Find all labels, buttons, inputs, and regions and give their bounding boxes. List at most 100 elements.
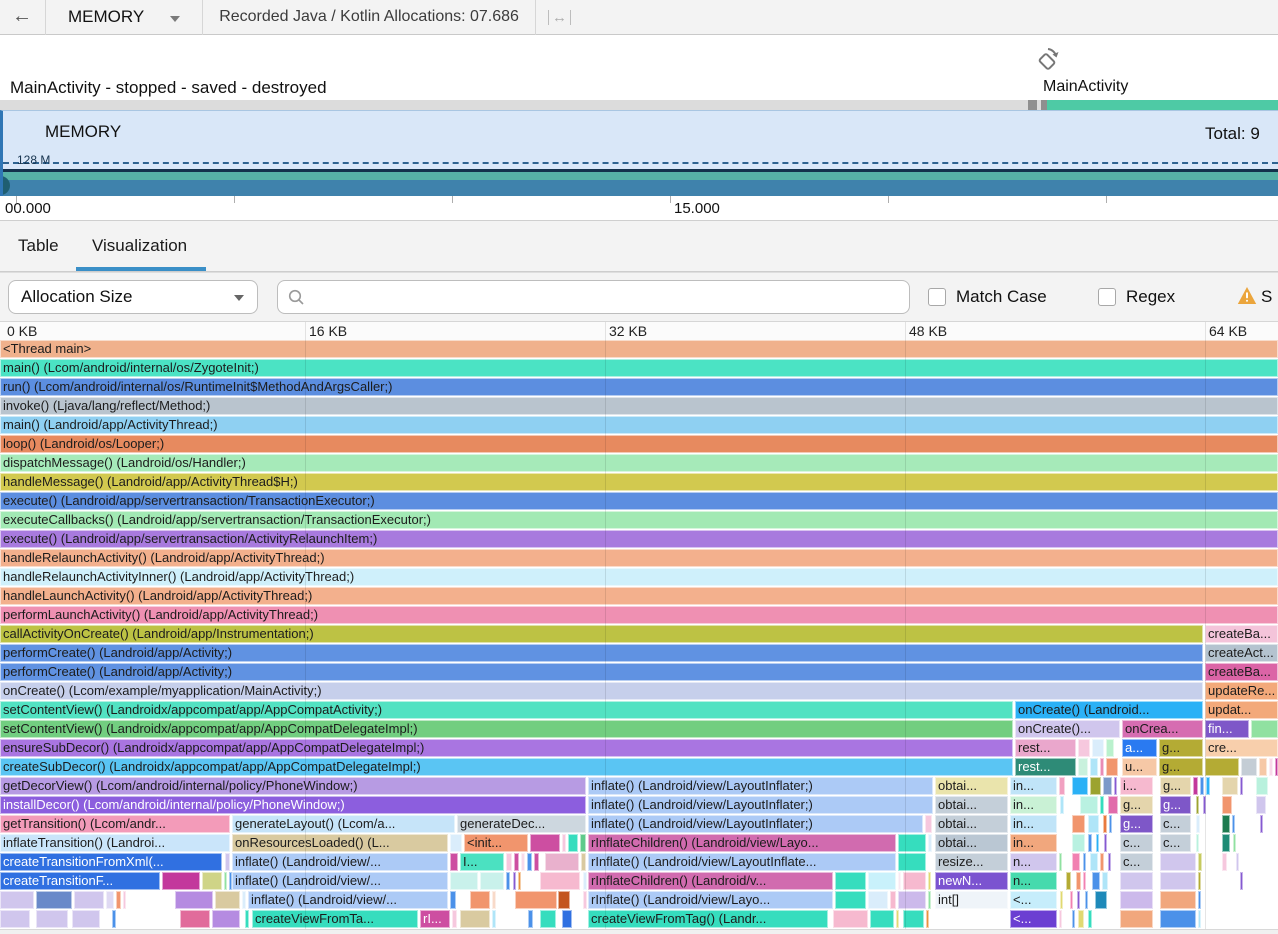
flame-segment[interactable] (1260, 815, 1263, 833)
flame-segment[interactable]: fin... (1205, 720, 1249, 738)
flame-segment[interactable]: updateRe... (1205, 682, 1278, 700)
flame-segment[interactable] (1059, 853, 1062, 871)
flame-segment[interactable] (1072, 777, 1088, 795)
flame-segment[interactable] (1198, 910, 1201, 928)
flame-segment[interactable] (1083, 853, 1086, 871)
flame-segment[interactable] (1072, 853, 1080, 871)
flame-segment[interactable]: performLaunchActivity() (Landroid/app/Ac… (0, 606, 1278, 624)
flame-segment[interactable]: rest... (1015, 758, 1076, 776)
flame-segment[interactable] (74, 891, 104, 909)
flame-segment[interactable] (470, 891, 490, 909)
flame-segment[interactable] (1066, 872, 1071, 890)
flame-segment[interactable] (0, 910, 30, 928)
flame-segment[interactable] (1160, 891, 1196, 909)
flame-segment[interactable] (506, 872, 510, 890)
flame-segment[interactable]: createViewFromTag() (Landr... (588, 910, 828, 928)
flame-segment[interactable]: <... (1010, 891, 1057, 909)
flame-segment[interactable] (1070, 891, 1073, 909)
flame-segment[interactable] (1072, 815, 1085, 833)
tab-visualization[interactable]: Visualization (92, 236, 187, 256)
flame-segment[interactable] (928, 872, 931, 890)
flame-segment[interactable]: onCrea... (1122, 720, 1203, 738)
flame-segment[interactable] (1103, 777, 1112, 795)
flame-segment[interactable]: onCreate()... (1015, 720, 1120, 738)
flame-segment[interactable]: generateDec... (457, 815, 586, 833)
flame-segment[interactable] (1256, 777, 1268, 795)
match-case-checkbox[interactable] (928, 288, 946, 306)
flame-segment[interactable] (202, 872, 222, 890)
flame-segment[interactable] (890, 891, 896, 909)
flame-segment[interactable] (1085, 891, 1088, 909)
flame-segment[interactable]: newN... (935, 872, 1008, 890)
flame-segment[interactable] (506, 853, 512, 871)
flame-segment[interactable] (1196, 796, 1199, 814)
flame-segment[interactable] (1196, 834, 1199, 852)
flame-segment[interactable]: <Thread main> (0, 340, 1278, 358)
flame-segment[interactable]: invoke() (Ljava/lang/reflect/Method;) (0, 397, 1278, 415)
flame-segment[interactable]: obtai... (935, 834, 1008, 852)
flame-segment[interactable]: dispatchMessage() (Landroid/os/Handler;) (0, 454, 1278, 472)
flame-segment[interactable] (1198, 872, 1201, 890)
flame-segment[interactable] (1200, 777, 1204, 795)
flame-segment[interactable]: int[] (935, 891, 1008, 909)
flame-segment[interactable] (1240, 777, 1243, 795)
flame-segment[interactable] (1095, 891, 1107, 909)
flame-segment[interactable] (1090, 853, 1098, 871)
flame-segment[interactable]: c... (1120, 834, 1153, 852)
flame-segment[interactable] (1108, 796, 1118, 814)
flame-segment[interactable] (1269, 758, 1273, 776)
flame-segment[interactable]: updat... (1205, 701, 1278, 719)
flame-segment[interactable] (1114, 777, 1117, 795)
flame-segment[interactable] (450, 853, 458, 871)
flame-segment[interactable] (870, 910, 894, 928)
flame-segment[interactable]: n... (1010, 853, 1057, 871)
flame-segment[interactable] (450, 891, 456, 909)
flame-segment[interactable] (36, 891, 72, 909)
flame-segment[interactable] (1160, 853, 1196, 871)
flame-segment[interactable] (898, 853, 926, 871)
flame-segment[interactable]: in... (1010, 796, 1057, 814)
flame-segment[interactable] (898, 891, 926, 909)
flame-segment[interactable] (534, 853, 539, 871)
flame-segment[interactable] (1060, 891, 1063, 909)
flame-segment[interactable]: createBa... (1205, 625, 1278, 643)
flame-segment[interactable] (180, 910, 210, 928)
flame-segment[interactable] (1078, 758, 1088, 776)
flame-segment[interactable]: <... (1010, 910, 1057, 928)
flame-segment[interactable] (521, 853, 525, 871)
flame-segment[interactable] (245, 910, 249, 928)
flame-segment[interactable]: run() (Lcom/android/internal/os/RuntimeI… (0, 378, 1278, 396)
flame-segment[interactable]: main() (Lcom/android/internal/os/ZygoteI… (0, 359, 1278, 377)
flame-segment[interactable] (1193, 777, 1198, 795)
flame-segment[interactable] (515, 891, 557, 909)
flame-segment[interactable]: setContentView() (Landroidx/appcompat/ap… (0, 701, 1013, 719)
flame-segment[interactable] (1198, 853, 1202, 871)
flame-segment[interactable] (450, 834, 462, 852)
flame-segment[interactable] (1072, 910, 1075, 928)
flame-segment[interactable]: main() (Landroid/app/ActivityThread;) (0, 416, 1278, 434)
flame-segment[interactable]: setContentView() (Landroidx/appcompat/ap… (0, 720, 1013, 738)
search-input[interactable] (310, 284, 904, 312)
flame-segment[interactable] (558, 891, 570, 909)
flame-segment[interactable] (1106, 758, 1118, 776)
flame-segment[interactable]: in... (1010, 834, 1057, 852)
flame-segment[interactable] (1076, 872, 1081, 890)
flame-segment[interactable]: inflate() (Landroid/view/... (232, 853, 448, 871)
flame-segment[interactable]: getTransition() (Lcom/andr... (0, 815, 230, 833)
flame-segment[interactable]: inflate() (Landroid/view/... (232, 872, 448, 890)
flame-segment[interactable] (833, 910, 868, 928)
flame-segment[interactable]: g... (1160, 777, 1191, 795)
flame-segment[interactable] (1198, 891, 1201, 909)
flame-segment[interactable] (1120, 910, 1153, 928)
flame-segment[interactable] (242, 891, 246, 909)
flame-segment[interactable]: performCreate() (Landroid/app/Activity;) (0, 663, 1203, 681)
flame-segment[interactable]: onCreate() (Landroid... (1015, 701, 1203, 719)
flame-segment[interactable] (1060, 796, 1064, 814)
chevron-down-icon[interactable] (170, 16, 180, 22)
flame-segment[interactable]: createSubDecor() (Landroidx/appcompat/ap… (0, 758, 1013, 776)
flame-segment[interactable]: a... (1122, 739, 1157, 757)
flame-segment[interactable] (215, 891, 240, 909)
flame-segment[interactable]: resize... (935, 853, 1008, 871)
flame-segment[interactable] (1092, 872, 1100, 890)
flame-segment[interactable] (528, 910, 533, 928)
